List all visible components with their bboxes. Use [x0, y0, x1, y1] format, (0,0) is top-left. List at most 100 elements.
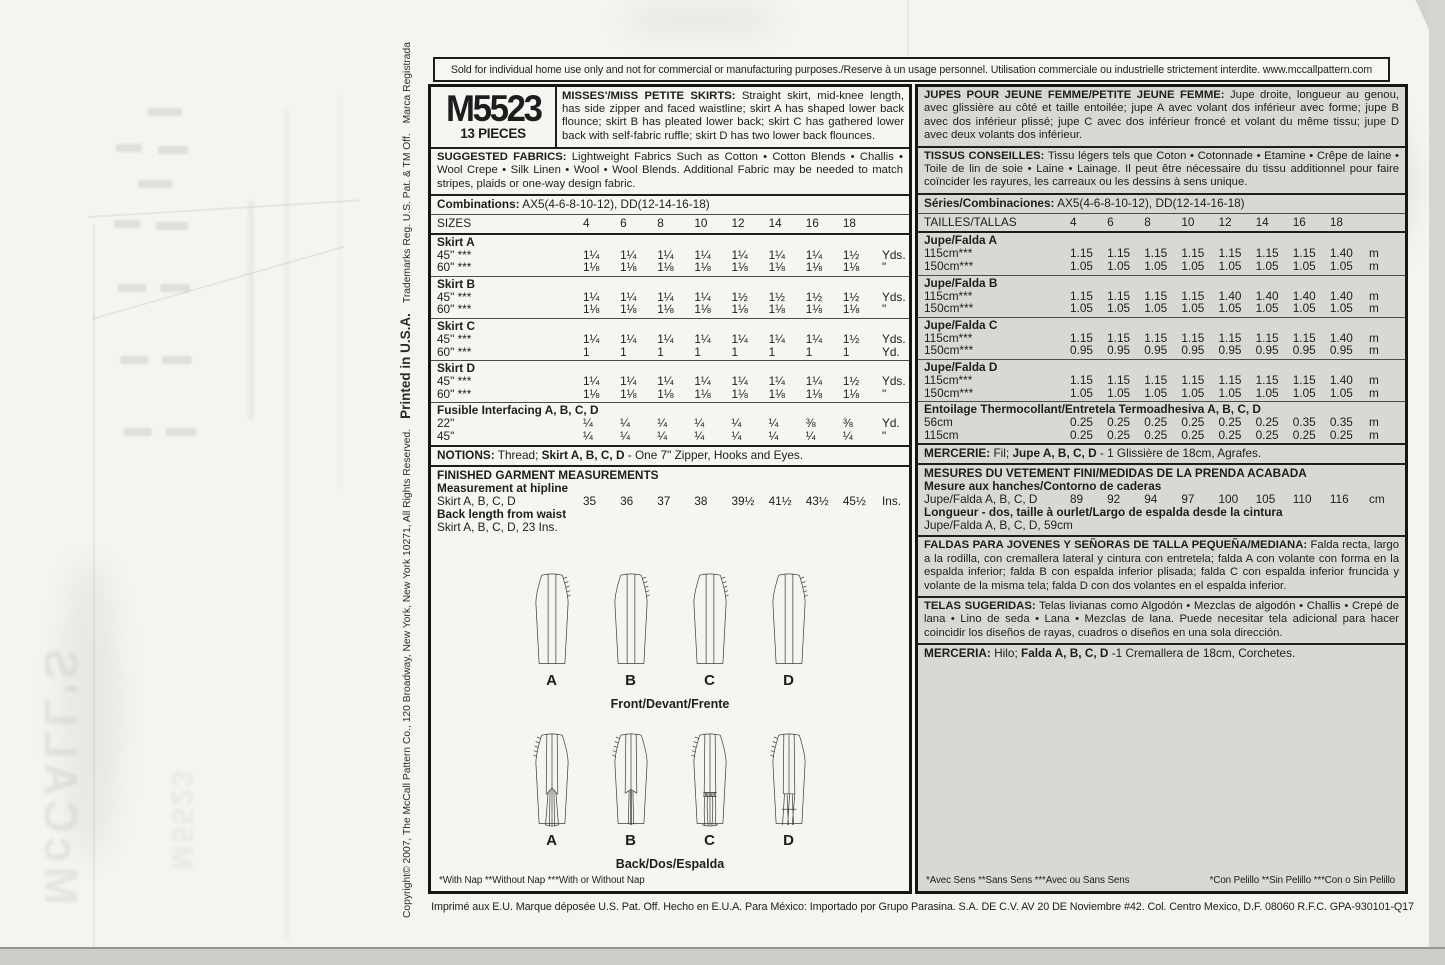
- yardage-cell: 1⅛: [731, 302, 748, 317]
- mercerie-post: - 1 Glissière de 18cm, Agrafes.: [1096, 446, 1262, 461]
- view-label: D: [783, 831, 794, 849]
- yardage-cell: 1.05: [1218, 259, 1242, 274]
- suggested-fabrics-en: SUGGESTED FABRICS: Lightweight Fabrics S…: [431, 149, 909, 197]
- yardage-unit: Yds.: [882, 374, 906, 389]
- yardage-cell: 1¼: [805, 332, 823, 346]
- yardage-row: 45" ¼ ¼ ¼ ¼ ¼ ¼ ¼ ¼ ": [437, 430, 903, 443]
- yardage-cell: 1: [694, 344, 701, 359]
- yardage-unit: Yd.: [882, 344, 900, 359]
- yardage-cell: 1½: [842, 332, 860, 346]
- yardage-cell: 1.05: [1292, 301, 1316, 316]
- yardage-row: 150cm*** 1.05 1.05 1.05 1.05 1.05 1.05 1.05 1.05…: [924, 302, 1399, 315]
- yardage-cell: 1.15: [1144, 288, 1168, 303]
- yardage-row: 150cm*** 1.05 1.05 1.05 1.05 1.05 1.05 1.05 1.05…: [924, 260, 1399, 273]
- yardage-values: 1⅛ 1⅛ 1⅛ 1⅛ 1⅛ 1⅛ 1⅛ 1⅛: [583, 303, 880, 316]
- yardage-cell: 1¼: [583, 247, 600, 262]
- skirt-line-art: [690, 733, 726, 826]
- yardage-cell: 1⅛: [731, 260, 748, 275]
- side-copyright-line: Copyright© 2007, The McCall Pattern Co.,…: [398, 42, 413, 918]
- description-title-fr: JUPES POUR JEUNE FEMME/PETITE JEUNE FEMM…: [924, 89, 1225, 101]
- yardage-cell: 1.15: [1107, 246, 1131, 261]
- mercerie-pre: Fil;: [990, 446, 1013, 461]
- yardage-cell: 0.25: [1107, 415, 1131, 430]
- yardage-cell: ¼: [768, 416, 779, 431]
- yardage-cell: 0.95: [1144, 343, 1168, 358]
- sizes-header-en: SIZES 4 6 8 10 12 14 16 18: [431, 215, 909, 235]
- yardage-cell: 1.05: [1218, 301, 1242, 316]
- view-label: A: [546, 671, 557, 689]
- yardage-values: ¼ ¼ ¼ ¼ ¼ ¼ ⅜ ⅜: [583, 417, 880, 430]
- yardage-values: 0.25 0.25 0.25 0.25 0.25 0.25 0.25 0.25: [1070, 429, 1367, 442]
- yardage-values: 1.15 1.15 1.15 1.15 1.40 1.40 1.40 1.40: [1070, 290, 1367, 303]
- size-cell: 89: [1070, 492, 1084, 507]
- yardage-row: 60" *** 1⅛ 1⅛ 1⅛ 1⅛ 1⅛ 1⅛ 1⅛ 1⅛ ": [437, 303, 903, 316]
- yardage-cell: 1: [657, 344, 664, 359]
- yardage-cell: 1¼: [620, 289, 637, 304]
- size-cell: 6: [1107, 214, 1114, 229]
- yardage-cell: 1⅛: [842, 302, 860, 317]
- yardage-cell: 1⅛: [620, 386, 637, 401]
- printed-in-usa-text: Printed in U.S.A.: [398, 313, 413, 419]
- size-cell: 116: [1329, 492, 1349, 507]
- yardage-cell: 1.40: [1292, 288, 1316, 303]
- yardage-cell: 1.05: [1329, 385, 1353, 400]
- yardage-cell: 1.15: [1144, 246, 1168, 261]
- yardage-row: 45" *** 1¼ 1¼ 1¼ 1¼ 1¼ 1¼ 1¼ 1½ Yds.: [437, 374, 906, 389]
- skirt-back-view: A: [523, 727, 581, 849]
- view-label: B: [625, 671, 636, 689]
- pieces-count: 13 PIECES: [460, 125, 526, 141]
- yardage-values: 0.95 0.95 0.95 0.95 0.95 0.95 0.95 0.95: [1070, 344, 1367, 357]
- yardage-cell: 1¼: [620, 247, 637, 262]
- yardage-row-label: 115cm***: [924, 288, 973, 303]
- size-cell: 6: [620, 216, 627, 231]
- telas-title: TELAS SUGERIDAS:: [924, 600, 1036, 612]
- yardage-cell: 0.95: [1292, 343, 1316, 358]
- yardage-row: 150cm*** 0.95 0.95 0.95 0.95 0.95 0.95 0.95 0.95…: [924, 344, 1399, 357]
- skirt-back-view: B: [602, 727, 660, 849]
- yardage-row: 60" *** 1⅛ 1⅛ 1⅛ 1⅛ 1⅛ 1⅛ 1⅛ 1⅛ ": [437, 388, 903, 401]
- yardage-cell: 1⅛: [583, 386, 600, 401]
- notions-views: Skirt A, B, C, D: [541, 447, 625, 462]
- back-caption: Back/Dos/Espalda: [615, 856, 725, 871]
- skirt-line-art: [693, 573, 729, 664]
- yardage-cell: 1¼: [620, 332, 637, 346]
- skirt-line-art: [532, 733, 568, 826]
- yardage-cell: 1.15: [1070, 373, 1093, 387]
- combinations-label: Combinations:: [437, 197, 520, 212]
- size-cell: 10: [1181, 214, 1195, 229]
- skirt-front-view: D: [760, 567, 818, 689]
- fabric-group: Jupe/Falda D 115cm*** 1.15 1.15 1.15 1.15 1.15…: [918, 360, 1405, 403]
- yardage-row-label: 60" ***: [437, 386, 472, 401]
- yardage-cell: 1⅛: [768, 386, 786, 401]
- usage-notice-banner: Sold for individual home use only and no…: [433, 57, 1390, 82]
- yardage-cell: 1.15: [1181, 246, 1205, 261]
- yardage-cell: 1.15: [1070, 288, 1093, 303]
- yardage-cell: 1.15: [1255, 373, 1279, 387]
- fabric-group-name: Skirt D: [437, 361, 476, 376]
- yardage-row-label: 45" ***: [437, 247, 472, 262]
- yardage-cell: 1⅛: [805, 302, 823, 317]
- faldas-description: FALDAS PARA JOVENES Y SEÑORAS DE TALLA P…: [918, 537, 1405, 598]
- yardage-cell: 1¼: [694, 247, 711, 262]
- yardage-row-label: 150cm***: [924, 385, 974, 400]
- yardage-row-label: 45": [437, 428, 455, 443]
- yardage-unit: m: [1369, 246, 1379, 261]
- nap-footnote-fr: *Avec Sens **Sans Sens ***Avec ou Sans S…: [926, 875, 1130, 886]
- yardage-cell: 1½: [731, 289, 748, 304]
- yardage-cell: 1⅛: [805, 386, 823, 401]
- yardage-cell: 1⅛: [657, 302, 674, 317]
- yardage-values: 1.05 1.05 1.05 1.05 1.05 1.05 1.05 1.05: [1070, 260, 1367, 273]
- yardage-cell: 1⅛: [768, 260, 786, 275]
- faldas-title: FALDAS PARA JOVENES Y SEÑORAS DE TALLA P…: [924, 539, 1308, 552]
- fabric-group-name: Fusible Interfacing A, B, C, D: [437, 403, 599, 418]
- yardage-cell: 1.15: [1255, 330, 1279, 345]
- yardage-cell: 0.25: [1070, 427, 1093, 442]
- view-label: B: [625, 831, 636, 849]
- fabric-group: Skirt B 45" *** 1¼ 1¼ 1¼ 1¼ 1½ 1½ 1½ 1½ Yds. 60" **…: [431, 277, 909, 319]
- merceria-pre: Hilo;: [990, 646, 1022, 661]
- hanches-unit: cm: [1369, 492, 1385, 507]
- yardage-cell: 1.05: [1255, 301, 1279, 316]
- size-cell: 14: [768, 216, 782, 231]
- skirt-line-art: [769, 733, 805, 825]
- yardage-cell: 1⅛: [620, 260, 637, 275]
